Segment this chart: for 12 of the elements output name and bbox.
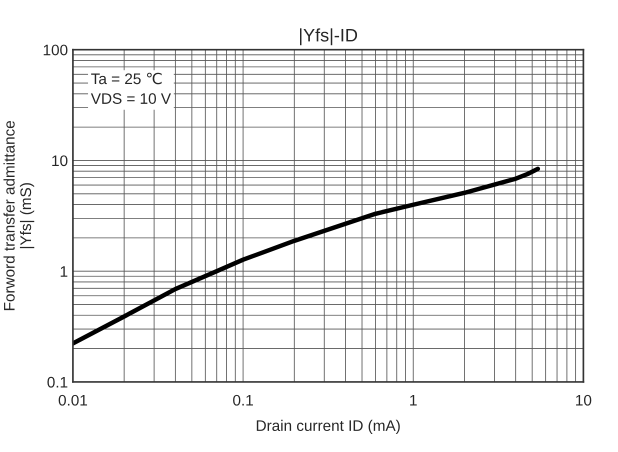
annotation: Ta = 25 ℃ VDS = 10 V bbox=[90, 72, 171, 104]
y-axis-title: Forword transfer admittance |Yfs| (mS) bbox=[3, 120, 34, 310]
x-axis-title: Drain current ID (mA) bbox=[256, 420, 400, 434]
chart-title: |Yfs|-ID bbox=[300, 28, 358, 46]
y-tick-label: 100 bbox=[44, 44, 68, 56]
x-tick-label: 10 bbox=[576, 394, 592, 406]
y-tick-label: 1 bbox=[60, 266, 68, 277]
x-tick-label: 0.1 bbox=[233, 394, 253, 406]
y-tick-label: 10 bbox=[52, 155, 68, 166]
x-tick-label: 0.01 bbox=[58, 394, 88, 406]
x-tick-label: 1 bbox=[410, 395, 417, 406]
y-tick-label: 0.1 bbox=[47, 376, 68, 388]
